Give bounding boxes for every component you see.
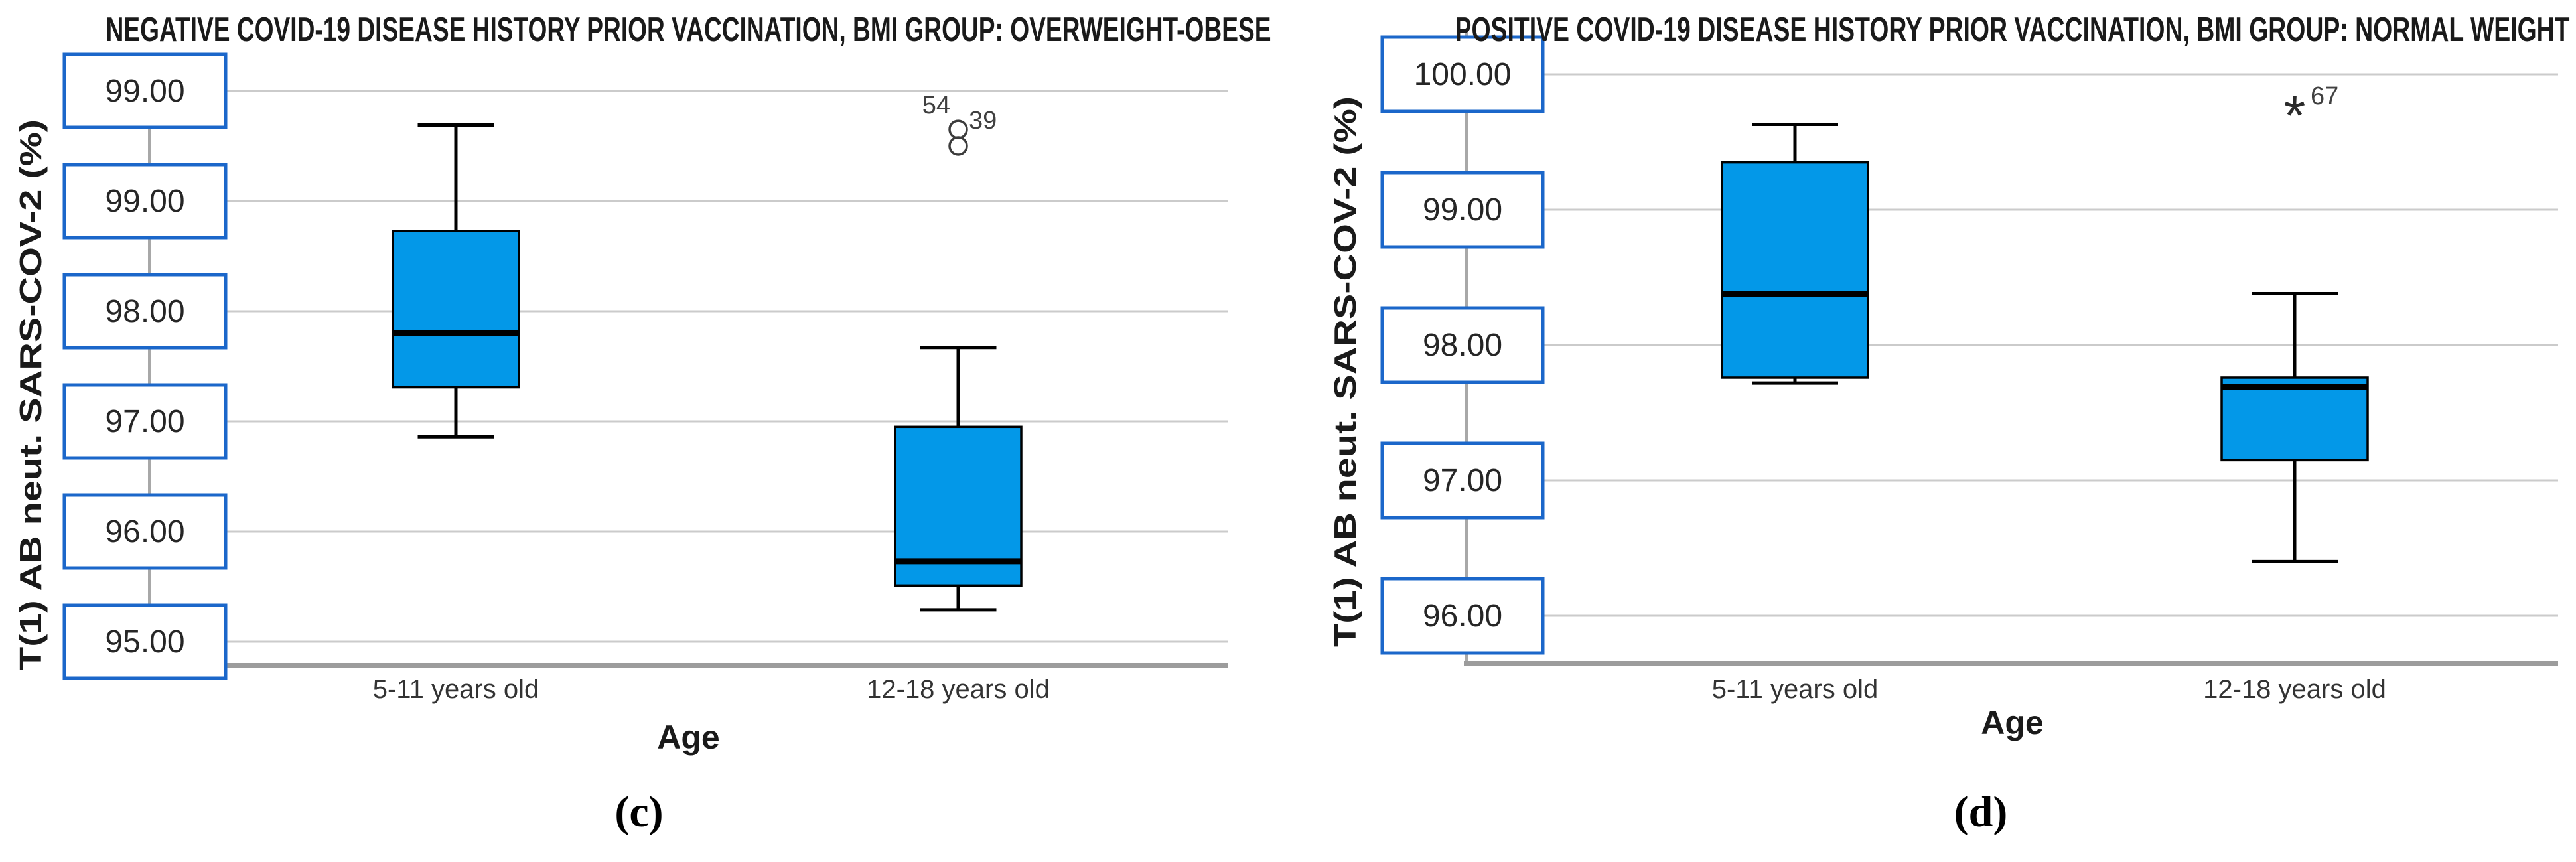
panel-caption-c: (c) <box>614 788 664 836</box>
y-tick-box <box>1380 306 1545 384</box>
y-tick-box <box>62 52 228 129</box>
boxplot-box <box>392 230 520 389</box>
x-category-label: 12-18 years old <box>867 675 1050 704</box>
boxplot-series: 54 39 <box>894 92 1023 612</box>
y-tick-label: 95.00 <box>105 624 184 660</box>
outlier-label: 39 <box>969 107 997 135</box>
chart-title: NEGATIVE COVID-19 DISEASE HISTORY PRIOR … <box>106 11 1271 49</box>
outlier-label: 54 <box>922 92 950 119</box>
y-tick-box <box>62 163 228 240</box>
boxplot-chart-d: * 67 100.00 99.00 98.00 97.00 96.00 POSITIVE CO… <box>1328 11 2570 741</box>
y-tick-box <box>1380 441 1545 520</box>
y-tick-box <box>1380 35 1545 113</box>
boxplot-series <box>1721 122 1869 385</box>
y-tick-label: 98.00 <box>1423 328 1502 363</box>
y-tick-label: 99.00 <box>105 74 184 109</box>
y-tick-box <box>62 383 228 460</box>
chart-title: POSITIVE COVID-19 DISEASE HISTORY PRIOR … <box>1455 11 2570 49</box>
y-tick-box <box>1380 577 1545 655</box>
outlier-circle <box>948 119 968 139</box>
boxplot-box <box>2220 376 2369 462</box>
y-tick-label: 98.00 <box>105 294 184 329</box>
y-tick-box <box>62 273 228 350</box>
y-tick-box <box>62 493 228 570</box>
panel-caption-d: (d) <box>1954 788 2008 836</box>
x-category-label: 5-11 years old <box>373 675 539 704</box>
boxplot-box <box>1721 161 1869 379</box>
x-category-label: 12-18 years old <box>2203 675 2386 704</box>
y-tick-label: 96.00 <box>105 514 184 549</box>
x-axis-title: Age <box>1981 704 2043 741</box>
boxplot-chart-c: 54 39 99.00 99.00 98.00 97.00 96.00 95.00 NEGATI… <box>13 11 1271 756</box>
boxplot-series <box>392 123 520 439</box>
y-tick-box <box>62 603 228 680</box>
x-axis-title: Age <box>657 719 719 756</box>
outlier-circle <box>948 136 968 156</box>
y-tick-label: 97.00 <box>1423 463 1502 498</box>
y-tick-label: 96.00 <box>1423 599 1502 634</box>
y-tick-label: 99.00 <box>1423 192 1502 228</box>
y-tick-label: 99.00 <box>105 184 184 219</box>
y-axis-title: T(1) AB neut. SARS-COV-2 (%) <box>13 119 48 670</box>
y-tick-label: 97.00 <box>105 404 184 439</box>
outlier-star: * <box>2284 84 2306 147</box>
y-axis-title: T(1) AB neut. SARS-COV-2 (%) <box>1328 96 1362 647</box>
boxplot-series: * 67 <box>2220 82 2369 563</box>
x-category-label: 5-11 years old <box>1712 675 1879 704</box>
y-tick-label: 100.00 <box>1414 57 1512 92</box>
outlier-label: 67 <box>2311 82 2338 110</box>
y-tick-box <box>1380 171 1545 249</box>
